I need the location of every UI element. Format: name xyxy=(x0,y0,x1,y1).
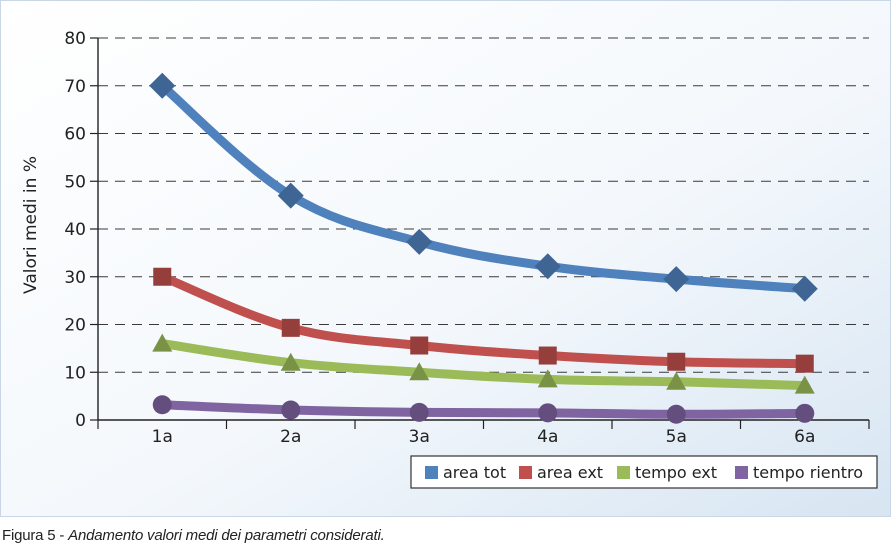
data-point xyxy=(666,404,686,424)
caption-label: Figura 5 - xyxy=(2,527,69,544)
x-tick-label: 4a xyxy=(537,427,558,447)
y-tick-label: 60 xyxy=(64,125,86,145)
data-point xyxy=(663,266,690,293)
chart-background xyxy=(0,0,891,517)
y-tick-label: 50 xyxy=(64,172,86,192)
data-point xyxy=(409,402,429,422)
data-point xyxy=(538,346,557,365)
data-point xyxy=(153,267,172,286)
y-tick-label: 70 xyxy=(64,77,86,97)
x-tick-label: 1a xyxy=(152,427,173,447)
x-tick-label: 2a xyxy=(280,427,301,447)
data-point xyxy=(280,352,301,371)
legend-swatch xyxy=(735,466,748,479)
data-point xyxy=(667,352,686,371)
data-point xyxy=(149,72,176,99)
legend-swatch xyxy=(425,466,438,479)
data-point xyxy=(281,400,301,420)
data-point xyxy=(794,375,815,394)
series-area-ext xyxy=(153,267,814,373)
data-point xyxy=(791,275,818,302)
series-tempo-rientro xyxy=(152,395,815,424)
series-line xyxy=(157,339,810,391)
data-point xyxy=(277,182,304,209)
y-tick-label: 40 xyxy=(64,220,86,240)
legend-label: tempo rientro xyxy=(753,463,863,482)
legend-item: area ext xyxy=(519,463,603,482)
y-tick-label: 10 xyxy=(64,363,86,383)
y-tick-label: 0 xyxy=(75,411,86,431)
line-chart: 0 10 20 30 40 50 60 70 80 1a 2a 3a 4a 5a 6a Valori medi… xyxy=(0,0,891,517)
series-area-tot xyxy=(149,72,818,302)
legend-swatch xyxy=(519,466,532,479)
data-point xyxy=(537,369,558,388)
legend-label: area ext xyxy=(537,463,603,482)
data-point xyxy=(281,318,300,337)
series-tempo-ext xyxy=(152,333,815,394)
legend-item: tempo ext xyxy=(617,463,717,482)
y-tick-label: 80 xyxy=(64,29,86,49)
caption-text: Andamento valori medi dei parametri cons… xyxy=(68,527,385,544)
series-line xyxy=(157,272,810,369)
y-axis-label: Valori medi in % xyxy=(21,156,41,294)
data-point xyxy=(534,253,561,280)
data-point xyxy=(538,403,558,423)
legend-box xyxy=(410,455,878,489)
legend-label: area tot xyxy=(443,463,506,482)
x-tick-label: 6a xyxy=(794,427,815,447)
figure-caption: Figura 5 - Andamento valori medi dei par… xyxy=(2,527,385,544)
legend-item: tempo rientro xyxy=(735,463,863,482)
y-tick-label: 20 xyxy=(64,316,86,336)
x-tick-label: 5a xyxy=(666,427,687,447)
data-point xyxy=(795,403,815,423)
data-point xyxy=(409,362,430,381)
legend-item: area tot xyxy=(425,463,506,482)
chart-panel: 0 10 20 30 40 50 60 70 80 1a 2a 3a 4a 5a 6a Valori medi… xyxy=(0,0,891,517)
legend-swatch xyxy=(617,466,630,479)
data-point xyxy=(410,336,429,355)
y-tick-label: 30 xyxy=(64,268,86,288)
data-point xyxy=(795,354,814,373)
data-point xyxy=(406,228,433,255)
series-line xyxy=(157,400,810,419)
data-point xyxy=(152,395,172,415)
x-tick-label: 3a xyxy=(409,427,430,447)
data-point xyxy=(666,371,687,390)
legend-label: tempo ext xyxy=(635,463,717,482)
data-point xyxy=(152,333,173,352)
